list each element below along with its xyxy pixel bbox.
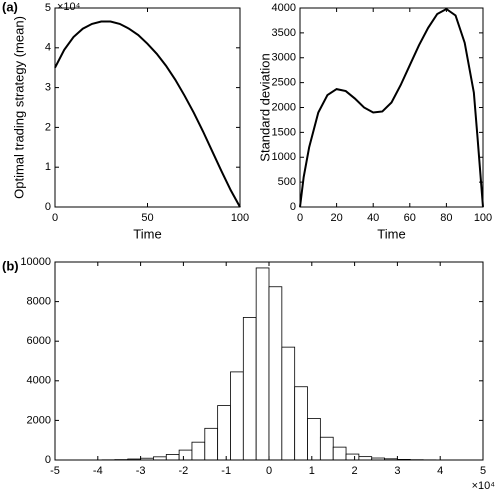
y-tick-label: 2000 (272, 101, 296, 113)
x-axis-label: Time (133, 226, 161, 241)
hist-bar (332, 446, 347, 461)
axis-exponent: ×10⁴ (57, 1, 81, 13)
x-tick-label: 0 (266, 465, 272, 477)
x-tick-label: 0 (52, 212, 58, 224)
y-axis-label: Standard deviation (257, 53, 272, 161)
hist-bar (230, 371, 244, 461)
hist-bar (358, 456, 373, 461)
x-tick-label: 20 (330, 212, 342, 224)
y-tick-label: 6000 (27, 335, 51, 347)
y-tick-label: 1 (45, 161, 51, 173)
y-tick-label: 4000 (27, 375, 51, 387)
y-tick-label: 0 (45, 454, 51, 466)
x-tick-label: 3 (394, 465, 400, 477)
x-tick-label: -3 (136, 465, 146, 477)
hist-bar (255, 267, 270, 461)
hist-bar (294, 386, 308, 461)
data-line (54, 20, 241, 208)
y-tick-label: 3 (45, 82, 51, 94)
y-tick-label: 10000 (20, 256, 51, 268)
x-tick-label: 80 (440, 212, 452, 224)
x-tick-label: 40 (367, 212, 379, 224)
data-line (299, 7, 484, 208)
y-tick-label: 3500 (272, 27, 296, 39)
axes-frame (54, 7, 241, 208)
x-tick-label: 1 (309, 465, 315, 477)
x-tick-label: 0 (297, 212, 303, 224)
y-tick-label: 0 (45, 201, 51, 213)
y-tick-label: 3000 (272, 52, 296, 64)
hist-bar (281, 346, 296, 461)
y-tick-label: 8000 (27, 296, 51, 308)
hist-bar (217, 405, 231, 461)
x-tick-label: 4 (437, 465, 443, 477)
x-tick-label: -1 (221, 465, 231, 477)
panel-label: (a) (2, 0, 18, 14)
x-tick-label: -2 (179, 465, 189, 477)
x-tick-label: -5 (50, 465, 60, 477)
y-tick-label: 2500 (272, 77, 296, 89)
hist-bar (204, 427, 219, 461)
hist-bar (242, 317, 257, 461)
x-tick-label: 60 (404, 212, 416, 224)
hist-bar (178, 449, 193, 461)
hist-bar (165, 454, 180, 461)
y-tick-label: 5 (45, 2, 51, 14)
y-tick-label: 500 (278, 176, 296, 188)
y-tick-label: 4 (45, 42, 51, 54)
x-tick-label: 50 (141, 212, 153, 224)
hist-bar (319, 436, 334, 461)
y-tick-label: 2000 (27, 414, 51, 426)
y-tick-label: 1000 (272, 151, 296, 163)
y-tick-label: 4000 (272, 2, 296, 14)
hist-bar (345, 453, 360, 461)
x-tick-label: -4 (93, 465, 103, 477)
x-tick-label: 5 (480, 465, 486, 477)
y-axis-label: Optimal trading strategy (mean) (11, 16, 26, 199)
x-tick-label: 100 (231, 212, 249, 224)
x-tick-label: 2 (352, 465, 358, 477)
y-tick-label: 0 (290, 201, 296, 213)
axes-frame (299, 7, 484, 208)
y-tick-label: 1500 (272, 126, 296, 138)
y-tick-label: 2 (45, 121, 51, 133)
panel-label: (b) (2, 258, 19, 273)
axis-exponent: ×10⁴ (472, 480, 496, 492)
x-axis-label: Time (377, 226, 405, 241)
x-tick-label: 100 (474, 212, 492, 224)
hist-bar (191, 441, 206, 461)
hist-bar (307, 418, 321, 461)
hist-bar (268, 286, 283, 461)
